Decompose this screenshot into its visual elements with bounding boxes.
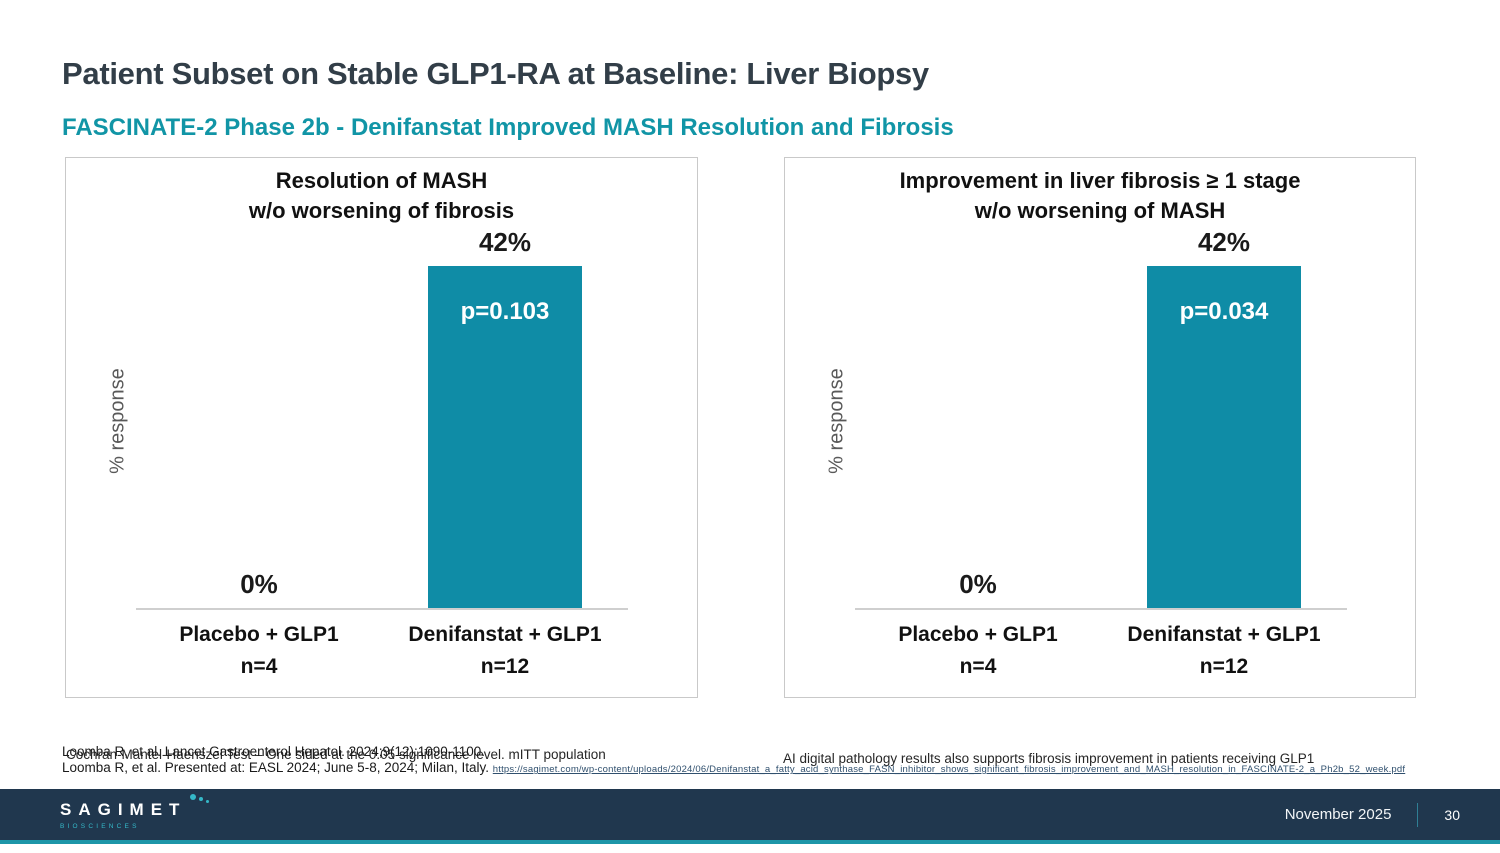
footer-divider: [1417, 802, 1419, 827]
chart-panel-mash-resolution: Resolution of MASH w/o worsening of fibr…: [65, 157, 698, 698]
x-label-denifanstat: Denifanstat + GLP1 n=12: [408, 623, 602, 678]
logo-subtext: BIOSCIENCES: [60, 822, 140, 830]
bar-group-placebo: 0%: [855, 201, 1101, 608]
p-value-label: p=0.034: [1179, 298, 1269, 326]
logo-wordmark: SAGIMET: [60, 799, 187, 819]
logo-dots-icon: [190, 793, 210, 803]
bar-group-placebo: 0%: [136, 201, 382, 608]
plot-area: 0% 42% p=0.103: [136, 201, 628, 610]
x-axis-labels: Placebo + GLP1 n=4 Denifanstat + GLP1 n=…: [136, 619, 628, 682]
reference-citation-2-text: Loomba R, et al. Presented at: EASL 2024…: [62, 760, 493, 776]
bar-value-label: 42%: [1197, 227, 1251, 258]
chart-title: Improvement in liver fibrosis ≥ 1 stage …: [899, 168, 1301, 223]
footnote-line: AI digital pathology results also suppor…: [783, 750, 1315, 766]
x-label-denifanstat: Denifanstat + GLP1 n=12: [1127, 623, 1321, 678]
p-value-label: p=0.103: [460, 298, 550, 326]
bar-group-denifanstat: 42% p=0.034: [1101, 201, 1347, 608]
x-axis-labels: Placebo + GLP1 n=4 Denifanstat + GLP1 n=…: [855, 619, 1347, 682]
chart-panel-fibrosis-improvement: Improvement in liver fibrosis ≥ 1 stage …: [784, 157, 1416, 698]
footnote-line: Cochran-Mantel-Haenszel Test – One sided…: [66, 746, 606, 762]
chart-title: Resolution of MASH w/o worsening of fibr…: [248, 168, 515, 223]
footer-date: November 2025: [1284, 806, 1392, 823]
sagimet-logo: SAGIMET BIOSCIENCES: [60, 793, 210, 830]
reference-citation-1: Loomba R, et al. Lancet Gastroenterol He…: [62, 744, 486, 759]
x-label-placebo: Placebo + GLP1 n=4: [898, 623, 1058, 678]
page-subtitle: FASCINATE-2 Phase 2b - Denifanstat Impro…: [62, 114, 954, 141]
page-title: Patient Subset on Stable GLP1-RA at Base…: [62, 56, 929, 91]
plot-area: 0% 42% p=0.034: [855, 201, 1347, 610]
bar-value-label: 0%: [240, 569, 278, 599]
x-label-placebo: Placebo + GLP1 n=4: [179, 623, 339, 678]
references: Loomba R, et al. Lancet Gastroenterol He…: [62, 744, 1405, 776]
y-axis-label: % response: [106, 368, 129, 474]
footer-meta: November 2025 30: [1284, 802, 1460, 827]
bar-value-label: 42%: [478, 227, 532, 258]
bar-group-denifanstat: 42% p=0.103: [382, 201, 628, 608]
reference-citation-2: Loomba R, et al. Presented at: EASL 2024…: [62, 760, 1405, 776]
y-axis-label: % response: [825, 368, 848, 474]
slide-footer: SAGIMET BIOSCIENCES November 2025 30: [0, 789, 1500, 844]
reference-link[interactable]: https://sagimet.com/wp-content/uploads/2…: [492, 764, 1406, 776]
bar-denifanstat: p=0.034: [1147, 266, 1301, 608]
bar-value-label: 0%: [959, 569, 997, 599]
page-number: 30: [1444, 806, 1460, 823]
bar-denifanstat: p=0.103: [428, 266, 582, 608]
